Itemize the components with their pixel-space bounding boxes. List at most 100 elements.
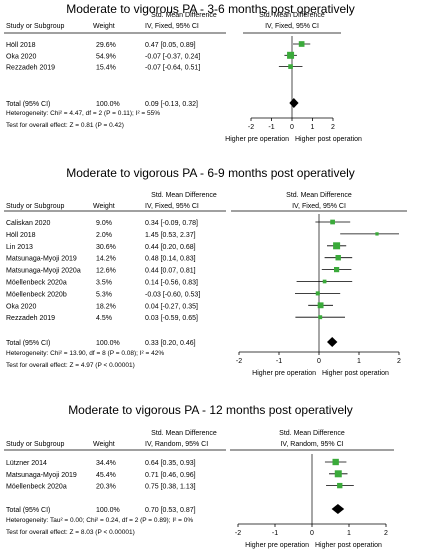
study-weight: 3.5% <box>96 280 112 287</box>
total-ci: 0.09 [-0.13, 0.32] <box>145 101 198 108</box>
header-std-mean-diff-plot: Std. Mean Difference <box>286 192 352 199</box>
study-name: Matsunaga-Myoji 2019 <box>6 472 77 479</box>
study-weight: 15.4% <box>96 65 116 72</box>
favours-right-label: Higher post operation <box>295 136 362 143</box>
study-ci: 0.14 [-0.56, 0.83] <box>145 280 198 287</box>
favours-right-label: Higher post operation <box>315 542 382 549</box>
total-ci: 0.33 [0.20, 0.46] <box>145 340 196 347</box>
x-tick-label: 2 <box>384 530 388 537</box>
favours-right-label: Higher post operation <box>322 370 389 377</box>
study-ci: 0.44 [0.07, 0.81] <box>145 268 196 275</box>
study-name: Matsunaga-Myoji 2020a <box>6 268 81 275</box>
x-tick-label: -1 <box>272 530 278 537</box>
overall-effect-text: Test for overall effect: Z = 8.03 (P < 0… <box>6 529 135 536</box>
header-weight: Weight <box>93 441 115 448</box>
header-method-plot: IV, Random, 95% CI <box>280 441 343 448</box>
header-method-table: IV, Fixed, 95% CI <box>145 23 199 30</box>
x-tick-label: 0 <box>310 530 314 537</box>
study-ci: 0.64 [0.35, 0.93] <box>145 460 196 467</box>
study-name: Möellenbeck 2020a <box>6 280 67 287</box>
effect-marker <box>333 242 341 250</box>
study-ci: 0.47 [0.05, 0.89] <box>145 42 196 49</box>
x-tick-label: 2 <box>397 358 401 365</box>
effect-marker <box>337 482 343 489</box>
total-weight: 100.0% <box>96 340 120 347</box>
overall-effect-text: Test for overall effect: Z = 4.97 (P < 0… <box>6 362 135 369</box>
effect-marker <box>318 315 323 320</box>
study-weight: 12.6% <box>96 268 116 275</box>
effect-marker <box>375 232 379 236</box>
study-weight: 9.0% <box>96 220 112 227</box>
header-std-mean-diff-plot: Std. Mean Difference <box>259 12 325 19</box>
pooled-diamond <box>331 504 345 514</box>
study-weight: 4.5% <box>96 315 112 322</box>
x-tick-label: 0 <box>290 124 294 131</box>
x-tick-label: -2 <box>235 530 241 537</box>
study-weight: 29.6% <box>96 42 116 49</box>
header-method-table: IV, Random, 95% CI <box>145 441 208 448</box>
study-name: Rezzadeh 2019 <box>6 315 55 322</box>
effect-marker <box>287 51 295 59</box>
study-ci: 0.34 [-0.09, 0.78] <box>145 220 198 227</box>
x-tick-label: -1 <box>276 358 282 365</box>
effect-marker <box>335 254 341 261</box>
study-ci: -0.07 [-0.64, 0.51] <box>145 65 200 72</box>
effect-marker <box>322 279 327 284</box>
panel-2-title: Moderate to vigorous PA - 6-9 months pos… <box>66 166 355 180</box>
effect-marker <box>330 219 335 225</box>
total-label: Total (95% CI) <box>6 101 50 108</box>
total-label: Total (95% CI) <box>6 340 50 347</box>
x-tick-label: -1 <box>268 124 274 131</box>
study-name: Lützner 2014 <box>6 460 47 467</box>
x-tick-label: 0 <box>317 358 321 365</box>
header-method-table: IV, Fixed, 95% CI <box>145 203 199 210</box>
x-tick-label: 1 <box>311 124 315 131</box>
study-name: Höll 2018 <box>6 232 36 239</box>
study-weight: 54.9% <box>96 53 116 60</box>
effect-marker <box>334 470 342 478</box>
study-name: Höll 2018 <box>6 42 36 49</box>
x-tick-label: -2 <box>248 124 254 131</box>
x-tick-label: -2 <box>236 358 242 365</box>
study-weight: 34.4% <box>96 460 116 467</box>
favours-left-label: Higher pre operation <box>245 542 309 549</box>
x-tick-label: 2 <box>331 124 335 131</box>
x-tick-label: 1 <box>357 358 361 365</box>
study-weight: 45.4% <box>96 472 116 479</box>
overall-effect-text: Test for overall effect: Z = 0.81 (P = 0… <box>6 122 124 129</box>
study-weight: 20.3% <box>96 484 116 491</box>
effect-marker <box>315 291 320 296</box>
study-name: Möellenbeck 2020a <box>6 484 67 491</box>
x-tick-label: 1 <box>347 530 351 537</box>
study-ci: 1.45 [0.53, 2.37] <box>145 232 196 239</box>
heterogeneity-text: Heterogeneity: Chi² = 4.47, df = 2 (P = … <box>6 110 160 117</box>
effect-marker <box>333 266 340 273</box>
study-weight: 14.2% <box>96 256 116 263</box>
study-name: Caliskan 2020 <box>6 220 50 227</box>
effect-marker <box>317 302 324 309</box>
study-ci: 0.48 [0.14, 0.83] <box>145 256 196 263</box>
study-ci: 0.75 [0.38, 1.13] <box>145 484 196 491</box>
study-name: Rezzadeh 2019 <box>6 65 55 72</box>
total-weight: 100.0% <box>96 507 120 514</box>
study-weight: 5.3% <box>96 291 112 298</box>
study-ci: 0.03 [-0.59, 0.65] <box>145 315 198 322</box>
study-weight: 2.0% <box>96 232 112 239</box>
total-weight: 100.0% <box>96 101 120 108</box>
effect-marker <box>332 458 339 466</box>
header-std-mean-diff-table: Std. Mean Difference <box>151 430 217 437</box>
total-label: Total (95% CI) <box>6 507 50 514</box>
study-name: Möellenbeck 2020b <box>6 291 67 298</box>
study-ci: -0.07 [-0.37, 0.24] <box>145 53 200 60</box>
header-method-plot: IV, Fixed, 95% CI <box>292 203 346 210</box>
panel-3-title: Moderate to vigorous PA - 12 months post… <box>68 403 353 417</box>
header-study: Study or Subgroup <box>6 23 64 30</box>
heterogeneity-text: Heterogeneity: Tau² = 0.00; Chi² = 0.24,… <box>6 517 193 524</box>
effect-marker <box>288 64 293 69</box>
favours-left-label: Higher pre operation <box>225 136 289 143</box>
study-ci: -0.03 [-0.60, 0.53] <box>145 291 200 298</box>
header-method-plot: IV, Fixed, 95% CI <box>265 23 319 30</box>
pooled-diamond <box>289 98 299 108</box>
